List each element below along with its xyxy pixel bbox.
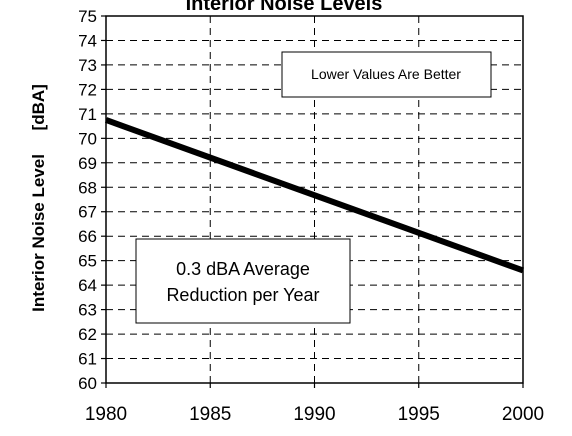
y-tick-label: 71 [78,105,97,124]
y-axis-label: Interior Noise Level [dBA] [29,84,48,312]
y-tick-label: 61 [78,350,97,369]
y-tick-label: 72 [78,80,97,99]
y-tick-label: 62 [78,325,97,344]
x-tick-label: 1985 [189,404,231,425]
y-tick-label: 60 [78,374,97,393]
y-tick-label: 63 [78,301,97,320]
annotation-lower-values-text: Lower Values Are Better [311,66,461,82]
x-tick-label: 2000 [502,404,544,425]
y-axis-ticks: 60 61 62 63 64 65 66 67 68 69 70 71 72 73 74 75 [78,7,106,393]
y-tick-label: 75 [78,7,97,26]
x-tick-label: 1990 [293,404,335,425]
y-tick-label: 67 [78,203,97,222]
annotation-reduction-line1: 0.3 dBA Average [176,259,310,279]
y-tick-label: 66 [78,227,97,246]
series-layer [104,117,525,274]
y-tick-label: 74 [78,31,97,50]
annotation-reduction-line2: Reduction per Year [166,285,319,305]
annotation-reduction-box: 0.3 dBA Average Reduction per Year [135,238,351,324]
y-tick-label: 70 [78,129,97,148]
annotation-lower-values-box: Lower Values Are Better [281,51,492,98]
x-tick-label: 1980 [85,404,127,425]
y-tick-label: 68 [78,178,97,197]
x-axis-ticks: 1980 1985 1990 1995 2000 [85,383,544,425]
x-tick-label: 1995 [398,404,440,425]
y-tick-label: 64 [78,276,97,295]
noise-trend-line [104,117,525,274]
y-tick-label: 73 [78,56,97,75]
y-tick-label: 69 [78,154,97,173]
chart-title: Interior Noise Levels [186,0,383,15]
y-tick-label: 65 [78,252,97,271]
